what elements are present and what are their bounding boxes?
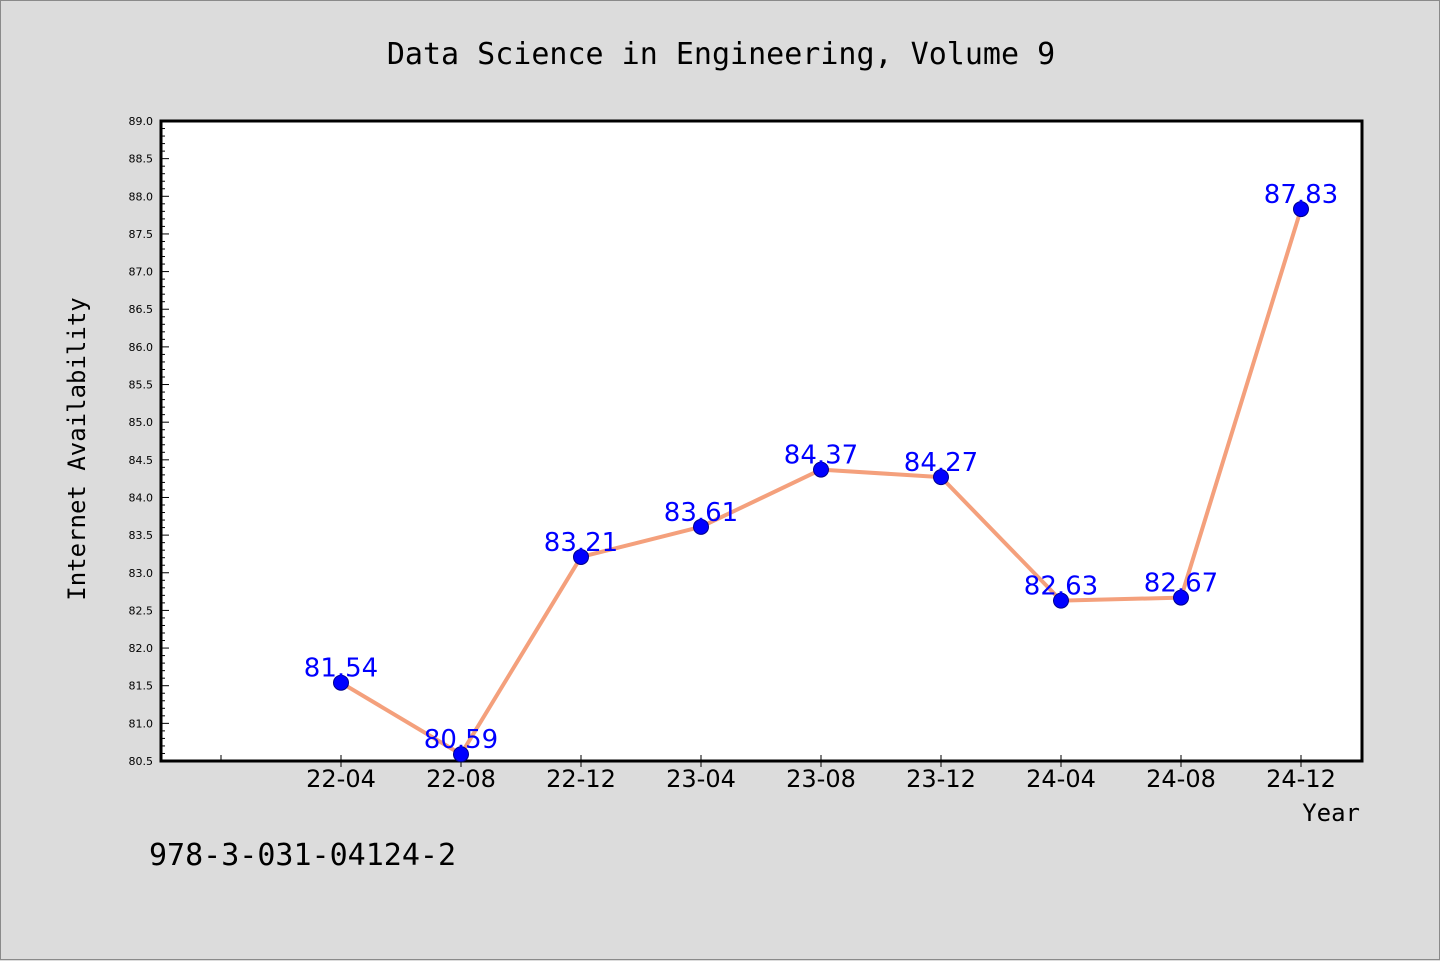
y-tick-label: 82.5 xyxy=(129,604,154,617)
data-point xyxy=(1293,201,1309,218)
data-label: 82.63 xyxy=(1024,572,1098,602)
y-tick-label: 81.0 xyxy=(129,717,154,730)
y-tick-label: 86.0 xyxy=(129,341,154,354)
data-label: 81.54 xyxy=(304,654,378,684)
data-point xyxy=(813,461,829,478)
y-tick-label: 86.5 xyxy=(129,303,154,316)
x-tick-label: 23-04 xyxy=(666,765,736,793)
isbn-text: 978-3-031-04124-2 xyxy=(149,838,456,873)
y-tick-label: 84.0 xyxy=(129,491,154,504)
y-tick-label: 83.5 xyxy=(129,529,154,542)
x-tick-label: 24-04 xyxy=(1026,765,1096,793)
data-labels: 81.54 80.59 83.21 83.61 84.37 84.27 82.63 82.67… xyxy=(304,180,1338,755)
x-tick-label: 22-12 xyxy=(546,765,616,793)
y-tick-label: 80.5 xyxy=(129,755,154,768)
data-point xyxy=(933,469,949,486)
y-tick-label: 84.5 xyxy=(129,454,154,467)
x-axis: 22-04 22-08 22-12 23-04 23-08 23-12 24-04 24-08… xyxy=(220,755,1336,793)
data-point xyxy=(453,746,469,763)
y-tick-label: 81.5 xyxy=(129,680,154,693)
x-tick-label: 24-08 xyxy=(1146,765,1216,793)
data-label: 83.21 xyxy=(544,528,618,558)
y-tick-label: 85.5 xyxy=(129,379,154,392)
y-axis-label: Internet Availability xyxy=(63,297,91,600)
data-label: 84.37 xyxy=(784,441,858,471)
y-tick-label: 89.0 xyxy=(129,115,154,128)
plot-area xyxy=(159,119,1364,763)
data-point xyxy=(693,518,709,535)
data-point xyxy=(1053,592,1069,609)
series-points xyxy=(333,201,1309,763)
y-tick-label: 85.0 xyxy=(129,416,154,429)
data-label: 87.83 xyxy=(1264,180,1338,210)
y-tick-label: 87.0 xyxy=(129,266,154,279)
x-tick-label: 23-12 xyxy=(906,765,976,793)
data-label: 80.59 xyxy=(424,725,498,755)
y-tick-label: 83.0 xyxy=(129,567,154,580)
x-tick-label: 22-08 xyxy=(426,765,496,793)
data-point xyxy=(1173,589,1189,606)
data-label: 83.61 xyxy=(664,498,738,528)
y-tick-label: 88.5 xyxy=(129,153,154,166)
data-label: 82.67 xyxy=(1144,569,1218,599)
x-tick-label: 23-08 xyxy=(786,765,856,793)
data-point xyxy=(573,548,589,565)
y-axis: 80.5 81.0 81.5 82.0 82.5 83.0 83.5 84.0 84.5 85.0… xyxy=(129,115,169,768)
x-axis-label: Year xyxy=(1302,799,1360,827)
data-point xyxy=(333,674,349,691)
y-tick-label: 87.5 xyxy=(129,228,154,241)
x-tick-label: 24-12 xyxy=(1266,765,1336,793)
y-tick-label: 88.0 xyxy=(129,190,154,203)
y-tick-label: 82.0 xyxy=(129,642,154,655)
data-label: 84.27 xyxy=(904,448,978,478)
chart-title: Data Science in Engineering, Volume 9 xyxy=(387,37,1055,72)
x-tick-label: 22-04 xyxy=(306,765,376,793)
